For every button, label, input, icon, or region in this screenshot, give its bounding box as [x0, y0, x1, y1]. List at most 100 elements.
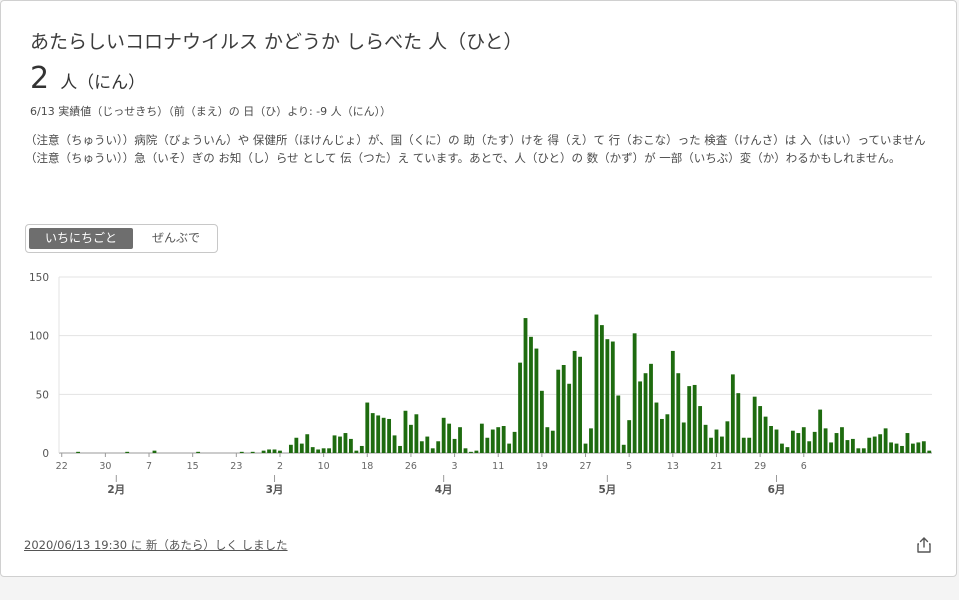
bar	[310, 447, 315, 453]
bar	[539, 390, 544, 453]
bar	[501, 426, 506, 453]
bar	[829, 442, 833, 453]
bar	[485, 437, 490, 453]
bar	[681, 422, 686, 453]
bar	[507, 443, 512, 453]
bar	[583, 443, 588, 453]
bar	[763, 416, 768, 453]
bar	[288, 444, 293, 453]
bar	[818, 409, 823, 453]
bar	[660, 418, 664, 453]
bar	[447, 423, 452, 453]
bar	[316, 449, 321, 453]
bar	[725, 421, 730, 453]
bar	[687, 386, 692, 453]
toggle-daily-button[interactable]: いちにちごと	[29, 228, 133, 249]
bar	[278, 450, 282, 453]
bar	[910, 443, 915, 453]
bar	[196, 451, 201, 453]
bar	[152, 450, 157, 453]
x-tick-label: 15	[187, 461, 199, 472]
x-tick-label: 30	[99, 461, 111, 472]
bar	[381, 417, 386, 453]
x-tick-label: 10	[318, 461, 330, 472]
bar	[496, 427, 501, 453]
y-tick-label: 150	[29, 272, 49, 284]
bar-chart: 0 50 100 150 22 30 7 15 23 2 10 18 26 3 11 19 27 5 13 21 29 6…	[29, 272, 932, 496]
x-tick-label: 2	[277, 461, 283, 472]
bar	[589, 428, 593, 453]
bar	[354, 450, 359, 453]
bar	[321, 448, 326, 453]
y-tick-label: 100	[29, 331, 49, 343]
bar	[698, 406, 703, 453]
bar	[403, 410, 408, 453]
bar	[649, 363, 653, 453]
bar	[605, 339, 610, 453]
bar	[703, 424, 708, 453]
toggle-cumulative-button[interactable]: ぜんぶで	[151, 231, 200, 245]
month-label: 4月	[435, 484, 453, 496]
bar	[474, 450, 479, 453]
note-1: （注意（ちゅうい））病院（びょういん）や 保健所（ほけんじょ）が、国（くに）の …	[25, 133, 926, 147]
bar	[758, 406, 763, 453]
share-icon[interactable]	[915, 536, 933, 554]
bar	[632, 333, 637, 453]
bar	[250, 451, 255, 453]
bar	[261, 450, 266, 453]
bar	[807, 441, 812, 453]
month-label: 5月	[598, 484, 616, 496]
bar	[850, 438, 855, 453]
bar	[425, 436, 430, 453]
bar	[469, 451, 473, 453]
comparison-text: 6/13 実績値（じっせきち）（前（まえ）の 日（ひ）より: -9 人（にん））	[30, 105, 392, 118]
bar	[621, 444, 626, 453]
bar	[785, 447, 790, 453]
bar	[534, 348, 539, 453]
bar	[692, 384, 697, 453]
bar	[305, 434, 310, 453]
bar	[883, 428, 888, 453]
bar	[365, 402, 370, 453]
bar	[370, 413, 375, 453]
bar	[267, 449, 271, 453]
bar	[654, 402, 659, 453]
bar	[272, 449, 277, 453]
bar	[392, 435, 397, 453]
bar	[670, 350, 675, 453]
note-2: （注意（ちゅうい））急（いそ）ぎの お知（し）らせ として 伝（つた）え ていま…	[25, 151, 901, 165]
x-tick-label: 23	[230, 461, 242, 472]
x-tick-label: 13	[667, 461, 679, 472]
bar	[812, 431, 817, 453]
bar	[512, 431, 517, 453]
bar	[387, 418, 392, 453]
bar	[294, 437, 299, 453]
bar	[490, 429, 495, 453]
bar	[299, 443, 304, 453]
bar	[905, 433, 910, 453]
bar	[823, 428, 828, 453]
bar	[376, 415, 381, 453]
y-tick-label: 50	[36, 389, 49, 401]
bar	[736, 393, 741, 453]
bar	[796, 433, 801, 453]
bar	[463, 448, 468, 453]
bar	[359, 445, 364, 453]
headline-value: 2	[30, 61, 50, 96]
bar	[398, 445, 402, 453]
bar	[752, 396, 757, 453]
bar	[801, 427, 806, 453]
last-updated-link[interactable]: 2020/06/13 19:30 に 新（あたら）しく しました	[24, 538, 288, 552]
headline-value-row: 2 人（にん）	[30, 61, 145, 96]
stat-card: あたらしいコロナウイルス かどうか しらべた 人（ひと） 2 人（にん） 6/1…	[0, 0, 957, 577]
bar	[927, 450, 932, 453]
bar	[441, 417, 446, 453]
bar	[550, 430, 555, 453]
bar	[610, 341, 615, 453]
bar	[452, 438, 457, 453]
y-tick-label: 0	[42, 448, 49, 460]
x-tick-label: 19	[536, 461, 548, 472]
bar	[867, 437, 872, 453]
x-tick-label: 26	[405, 461, 417, 472]
bar	[599, 325, 604, 453]
